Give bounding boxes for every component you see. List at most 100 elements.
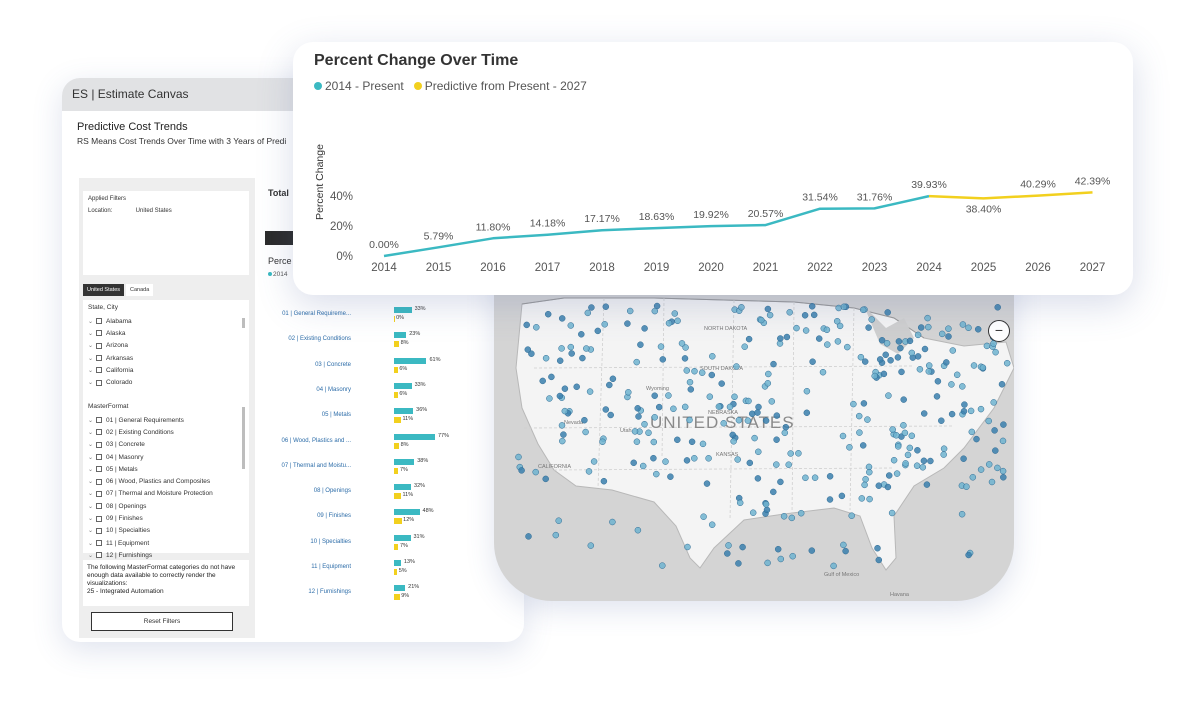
category-name[interactable]: 11 | Equipment	[311, 564, 351, 570]
map-location-point[interactable]	[788, 514, 796, 522]
map-location-point[interactable]	[731, 393, 738, 401]
category-row[interactable]: 04 | Masonry 33% 6%	[258, 382, 488, 403]
map-location-point[interactable]	[977, 405, 985, 413]
map-location-point[interactable]	[686, 416, 693, 424]
map-location-point[interactable]	[633, 438, 641, 445]
checkbox[interactable]	[96, 515, 102, 522]
category-name[interactable]: 09 | Finishes	[317, 513, 351, 520]
map-location-point[interactable]	[670, 405, 677, 413]
map-location-point[interactable]	[754, 475, 762, 482]
map-location-point[interactable]	[641, 325, 648, 332]
map-location-point[interactable]	[974, 326, 982, 333]
map-location-point[interactable]	[871, 372, 878, 380]
map-location-point[interactable]	[777, 478, 784, 486]
category-row[interactable]: 02 | Existing Conditions 23% 8%	[258, 331, 488, 352]
map-location-point[interactable]	[560, 431, 567, 438]
map-location-point[interactable]	[840, 303, 848, 311]
map-location-point[interactable]	[927, 457, 934, 465]
map-location-point[interactable]	[885, 392, 892, 399]
map-location-point[interactable]	[990, 399, 997, 406]
checkbox[interactable]	[96, 429, 102, 436]
map-location-point[interactable]	[834, 338, 842, 345]
map-location-point[interactable]	[634, 526, 642, 534]
map-location-point[interactable]	[763, 506, 771, 514]
masterformat-item[interactable]: ⌄ 11 | Equipment	[88, 537, 244, 549]
chevron-down-icon[interactable]: ⌄	[88, 417, 94, 424]
chevron-down-icon[interactable]: ⌄	[88, 503, 94, 510]
map-location-point[interactable]	[626, 307, 634, 315]
map-location-point[interactable]	[639, 462, 647, 470]
bar-predictive[interactable]	[394, 543, 399, 550]
state-item[interactable]: ⌄ Colorado	[88, 376, 244, 388]
map-location-point[interactable]	[855, 412, 863, 420]
map-location-point[interactable]	[764, 380, 772, 387]
chevron-down-icon[interactable]: ⌄	[88, 318, 94, 325]
map-location-point[interactable]	[770, 488, 777, 496]
map-location-point[interactable]	[745, 397, 752, 405]
category-name[interactable]: 03 | Concrete	[315, 361, 351, 368]
map-location-point[interactable]	[683, 367, 691, 374]
map-location-point[interactable]	[745, 335, 753, 343]
map-location-point[interactable]	[518, 467, 525, 474]
map-location-point[interactable]	[787, 450, 794, 457]
map-location-point[interactable]	[890, 456, 898, 464]
map-location-point[interactable]	[861, 358, 869, 365]
category-row[interactable]: 03 | Concrete 61% 6%	[258, 357, 488, 378]
map-location-point[interactable]	[819, 368, 827, 376]
map-location-point[interactable]	[844, 343, 851, 351]
map-location-point[interactable]	[876, 356, 884, 363]
map-location-point[interactable]	[764, 305, 772, 313]
map-location-point[interactable]	[1000, 421, 1007, 428]
map-location-point[interactable]	[949, 347, 957, 354]
map-location-point[interactable]	[961, 401, 968, 408]
map-location-point[interactable]	[977, 466, 985, 473]
map-location-point[interactable]	[691, 367, 698, 375]
map-location-point[interactable]	[878, 337, 886, 344]
map-location-point[interactable]	[985, 417, 992, 425]
map-location-point[interactable]	[724, 550, 731, 557]
chevron-down-icon[interactable]: ⌄	[88, 540, 94, 547]
map-location-point[interactable]	[738, 304, 745, 311]
map-location-point[interactable]	[904, 451, 912, 459]
map-location-point[interactable]	[634, 405, 641, 412]
map-location-point[interactable]	[786, 309, 793, 316]
state-item[interactable]: ⌄ Alabama	[88, 315, 244, 327]
map-location-point[interactable]	[858, 495, 866, 502]
map-location-point[interactable]	[686, 378, 694, 386]
map-location-point[interactable]	[875, 482, 883, 489]
map-location-point[interactable]	[802, 474, 809, 482]
tab-canada[interactable]: Canada	[126, 284, 154, 296]
category-name[interactable]: 06 | Wood, Plastics and ...	[281, 437, 351, 444]
map-location-point[interactable]	[734, 456, 741, 463]
map-location-point[interactable]	[567, 322, 575, 329]
map-location-point[interactable]	[979, 364, 987, 371]
map-location-point[interactable]	[901, 429, 909, 437]
map-location-point[interactable]	[826, 473, 834, 480]
map-location-point[interactable]	[934, 378, 942, 385]
state-item[interactable]: ⌄ Arkansas	[88, 352, 244, 364]
map-location-point[interactable]	[875, 556, 883, 564]
chevron-down-icon[interactable]: ⌄	[88, 479, 94, 486]
map-location-point[interactable]	[1003, 359, 1011, 367]
map-location-point[interactable]	[674, 317, 681, 325]
bar-predictive[interactable]	[394, 316, 395, 322]
masterformat-scrollbar[interactable]	[242, 407, 245, 469]
category-row[interactable]: 07 | Thermal and Moistu... 38% 7%	[258, 458, 488, 479]
bar-present[interactable]	[394, 585, 406, 592]
checkbox[interactable]	[96, 367, 102, 374]
state-item[interactable]: ⌄ Arizona	[88, 340, 244, 352]
category-row[interactable]: 06 | Wood, Plastics and ... 77% 8%	[258, 433, 488, 454]
map-location-point[interactable]	[895, 338, 903, 345]
series-line-predictive[interactable]	[928, 191, 1093, 200]
map-location-point[interactable]	[777, 335, 784, 342]
map-location-point[interactable]	[965, 324, 972, 332]
map-location-point[interactable]	[795, 450, 802, 457]
map-location-point[interactable]	[874, 544, 881, 552]
bar-predictive[interactable]	[394, 594, 400, 601]
legend-item-present[interactable]: 2014 - Present	[314, 79, 404, 93]
map-location-point[interactable]	[594, 327, 602, 335]
map-location-point[interactable]	[838, 492, 846, 500]
bar-predictive[interactable]	[394, 366, 398, 373]
map-location-point[interactable]	[515, 453, 522, 461]
masterformat-item[interactable]: ⌄ 02 | Existing Conditions	[88, 426, 244, 438]
